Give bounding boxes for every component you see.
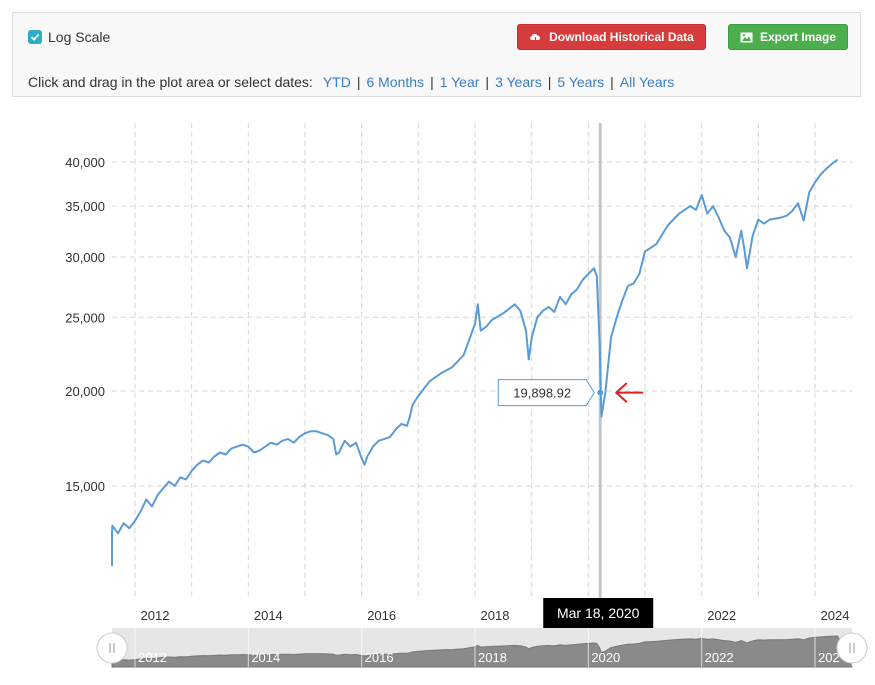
x-tick-label: 2016	[367, 608, 396, 623]
series-line	[111, 158, 839, 567]
date-tooltip-box	[543, 598, 654, 628]
navigator-tick-label: 2014	[251, 650, 280, 665]
y-tick-label: 15,000	[65, 479, 105, 494]
range-separator: |	[547, 74, 552, 90]
range-1-year[interactable]: 1 Year	[439, 74, 480, 90]
download-button-label: Download Historical Data	[549, 30, 694, 44]
handle-circle[interactable]	[96, 632, 128, 664]
y-tick-label: 20,000	[65, 384, 105, 399]
range-5-years[interactable]: 5 Years	[557, 74, 605, 90]
x-tick-label: 2024	[821, 608, 850, 623]
download-historical-data-button[interactable]: Download Historical Data	[517, 24, 706, 50]
annotation	[615, 382, 644, 403]
navigator-tick-label: 2018	[478, 650, 507, 665]
navigator-tick-label: 2016	[365, 650, 394, 665]
tooltip-value: 19,898.92	[513, 386, 571, 401]
range-all-years[interactable]: All Years	[619, 74, 675, 90]
cloud-download-icon	[529, 32, 542, 43]
log-scale-label: Log Scale	[48, 29, 111, 45]
x-axis-ticks: 2012201420162018202020222024	[141, 608, 850, 623]
range-separator: |	[430, 74, 434, 90]
y-axis-ticks: 15,000 20,000 25,000 30,000 35,000 40,000	[65, 155, 105, 494]
red-arrow-icon	[615, 382, 644, 403]
date-tooltip-label: Mar 18, 2020	[557, 605, 640, 621]
y-tick-label: 40,000	[65, 155, 105, 170]
chart-series	[111, 158, 839, 567]
date-range-selector: Click and drag in the plot area or selec…	[28, 74, 674, 90]
tooltip: 19,898.92 Mar 18, 2020	[497, 379, 654, 628]
navigator-tick-label: 2020	[591, 650, 620, 665]
handle-circle[interactable]	[836, 632, 868, 664]
x-tick-label: 2018	[481, 608, 510, 623]
export-button-label: Export Image	[759, 30, 837, 44]
navigator-tick-label: 202	[818, 650, 840, 665]
navigator-series	[111, 635, 853, 668]
export-image-button[interactable]: Export Image	[728, 24, 848, 50]
range-prompt: Click and drag in the plot area or selec…	[28, 74, 313, 90]
navigator-handle-left[interactable]	[96, 632, 128, 664]
checkbox-checked-icon[interactable]	[28, 30, 42, 44]
chart-toolbar: Log Scale Download Historical Data Expor…	[12, 12, 861, 97]
y-tick-label: 30,000	[65, 250, 105, 265]
range-3-years[interactable]: 3 Years	[495, 74, 542, 90]
range-separator: |	[485, 74, 490, 90]
navigator-tick-label: 2012	[138, 650, 167, 665]
tooltip-box	[497, 379, 595, 407]
y-tick-label: 25,000	[65, 310, 105, 325]
x-tick-label: 2014	[254, 608, 283, 623]
image-icon	[740, 32, 753, 43]
navigator-tick-label: 2022	[705, 650, 734, 665]
y-tick-label: 35,000	[65, 199, 105, 214]
x-tick-label: 2012	[141, 608, 170, 623]
log-scale-toggle[interactable]: Log Scale	[28, 29, 110, 45]
range-navigator[interactable]: 2012 2014 2016 2018 2020 2022 202	[96, 628, 868, 668]
range-separator: |	[356, 74, 361, 90]
range-6-months[interactable]: 6 Months	[366, 74, 425, 90]
chart-grid	[112, 123, 852, 598]
x-tick-label: 2022	[707, 608, 736, 623]
range-separator: |	[610, 74, 614, 90]
range-ytd[interactable]: YTD	[322, 74, 351, 90]
navigator-handle-right[interactable]	[836, 632, 868, 664]
